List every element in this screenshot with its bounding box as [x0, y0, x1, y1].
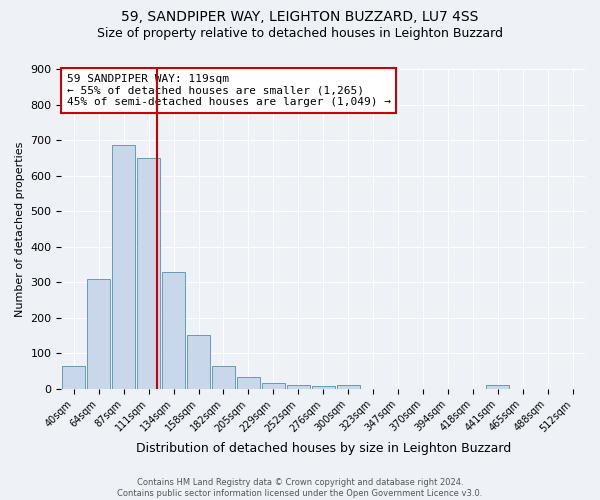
Text: 59 SANDPIPER WAY: 119sqm
← 55% of detached houses are smaller (1,265)
45% of sem: 59 SANDPIPER WAY: 119sqm ← 55% of detach…	[67, 74, 391, 107]
Text: Contains HM Land Registry data © Crown copyright and database right 2024.
Contai: Contains HM Land Registry data © Crown c…	[118, 478, 482, 498]
Bar	[162, 272, 185, 389]
Bar	[112, 146, 135, 389]
X-axis label: Distribution of detached houses by size in Leighton Buzzard: Distribution of detached houses by size …	[136, 442, 511, 455]
Bar	[212, 366, 235, 389]
Bar	[88, 278, 110, 389]
Text: Size of property relative to detached houses in Leighton Buzzard: Size of property relative to detached ho…	[97, 28, 503, 40]
Bar	[187, 334, 210, 389]
Bar	[337, 386, 359, 389]
Bar	[237, 377, 260, 389]
Bar	[137, 158, 160, 389]
Text: 59, SANDPIPER WAY, LEIGHTON BUZZARD, LU7 4SS: 59, SANDPIPER WAY, LEIGHTON BUZZARD, LU7…	[121, 10, 479, 24]
Bar	[486, 386, 509, 389]
Bar	[287, 386, 310, 389]
Bar	[312, 386, 335, 389]
Y-axis label: Number of detached properties: Number of detached properties	[15, 142, 25, 316]
Bar	[262, 383, 285, 389]
Bar	[62, 366, 85, 389]
